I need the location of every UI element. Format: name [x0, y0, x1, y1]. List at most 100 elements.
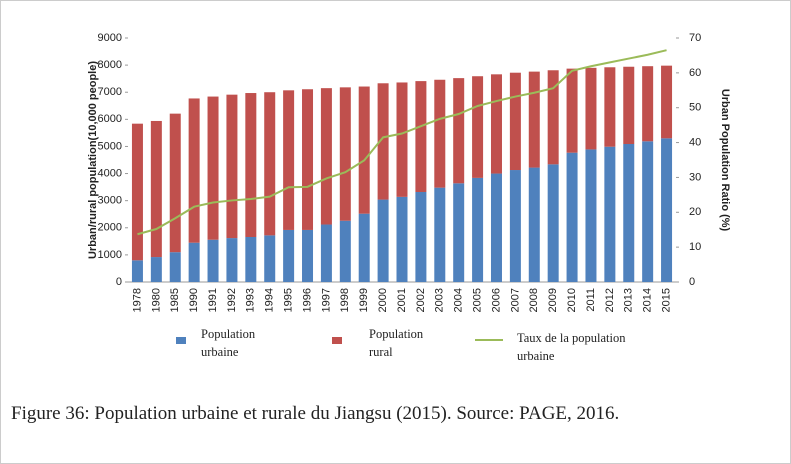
- x-tick-label: 1991: [207, 288, 219, 312]
- y2-tick-label: 50: [689, 102, 701, 114]
- y-tick-label: 1000: [98, 249, 122, 261]
- x-tick-label: 2005: [471, 288, 483, 312]
- x-tick-label: 2012: [604, 288, 616, 312]
- legend-label: Population urbaine: [201, 327, 256, 359]
- bar: [472, 177, 484, 282]
- x-tick-label: 1992: [226, 288, 238, 312]
- x-tick-label: 1990: [188, 288, 200, 312]
- bar: [245, 93, 257, 237]
- bar: [396, 82, 408, 197]
- bar: [207, 239, 219, 282]
- bar: [226, 238, 238, 282]
- bar: [453, 183, 465, 282]
- bar: [358, 86, 370, 214]
- x-tick-label: 2014: [642, 288, 654, 312]
- bar: [604, 146, 616, 282]
- bar: [509, 170, 521, 282]
- bar: [623, 144, 635, 282]
- bar: [415, 191, 427, 282]
- bar: [661, 65, 673, 139]
- y2-axis-title: Urban Population Ratio (%): [719, 89, 731, 232]
- x-tick-label: 1993: [245, 288, 257, 312]
- bar: [528, 71, 540, 168]
- y-axis-title: Urban/rural population(10,000 people): [87, 61, 99, 259]
- caption: Figure 36: Population urbaine et rurale …: [11, 403, 620, 424]
- bar: [245, 236, 257, 282]
- y-tick-label: 3000: [98, 195, 122, 207]
- x-tick-label: 2013: [623, 288, 635, 312]
- y2-tick-label: 20: [689, 206, 701, 218]
- bar: [226, 94, 238, 239]
- bar: [566, 68, 578, 153]
- bar: [283, 90, 295, 230]
- x-tick-label: 2008: [528, 288, 540, 312]
- x-tick-label: 2011: [585, 288, 597, 312]
- bar: [434, 79, 446, 188]
- bar: [472, 76, 484, 178]
- x-tick-label: 2015: [660, 288, 672, 312]
- legend-label: Population rural: [369, 327, 424, 359]
- bar: [642, 66, 654, 142]
- x-tick-label: 1996: [301, 288, 313, 312]
- bar: [415, 81, 427, 192]
- x-tick-label: 2009: [547, 288, 559, 312]
- bar: [320, 88, 332, 225]
- x-tick-label: 2000: [377, 288, 389, 312]
- bar: [131, 123, 143, 261]
- bar: [188, 242, 200, 282]
- x-tick-label: 1997: [320, 288, 332, 312]
- y2-tick-label: 70: [689, 32, 701, 44]
- bar: [188, 98, 200, 243]
- y-tick-label: 7000: [98, 86, 122, 98]
- x-tick-label: 1980: [150, 288, 162, 312]
- x-tick-label: 2010: [566, 288, 578, 312]
- bar: [642, 141, 654, 282]
- x-tick-label: 2002: [415, 288, 427, 312]
- x-tick-label: 2006: [490, 288, 502, 312]
- y2-tick-label: 40: [689, 136, 701, 148]
- y-tick-label: 5000: [98, 140, 122, 152]
- y-tick-label: 0: [116, 276, 122, 288]
- y-tick-label: 2000: [98, 222, 122, 234]
- bar: [585, 149, 597, 282]
- bar: [377, 83, 389, 200]
- bar: [302, 229, 314, 282]
- bar: [547, 164, 559, 282]
- bar: [453, 78, 465, 184]
- bar: [207, 96, 219, 240]
- bar: [358, 213, 370, 282]
- bar: [604, 67, 616, 147]
- y2-tick-label: 60: [689, 67, 701, 79]
- bar: [169, 252, 181, 282]
- bar: [283, 229, 295, 282]
- x-tick-label: 1998: [339, 288, 351, 312]
- bar: [623, 66, 635, 145]
- x-tick-label: 1999: [358, 288, 370, 312]
- y2-tick-label: 10: [689, 241, 701, 253]
- bar: [339, 87, 351, 221]
- y2-tick-label: 30: [689, 171, 701, 183]
- y-tick-label: 4000: [98, 167, 122, 179]
- legend-label: Taux de la population urbaine: [517, 331, 626, 363]
- bar: [528, 167, 540, 282]
- x-tick-label: 2001: [396, 288, 408, 312]
- bar: [490, 74, 502, 174]
- bar: [434, 187, 446, 282]
- bar: [150, 257, 162, 282]
- x-tick-label: 1985: [169, 288, 181, 312]
- bar: [264, 92, 276, 236]
- bar: [566, 152, 578, 282]
- x-tick-label: 1994: [264, 288, 276, 312]
- x-tick-label: 2004: [453, 288, 465, 312]
- bar: [150, 120, 162, 258]
- legend-swatch: [332, 337, 342, 344]
- bar: [396, 196, 408, 282]
- bar: [377, 199, 389, 282]
- bar: [169, 113, 181, 253]
- y-tick-label: 6000: [98, 113, 122, 125]
- x-tick-label: 2007: [509, 288, 521, 312]
- bar: [131, 260, 143, 282]
- chart: Urban/rural population(10,000 people) Ur…: [87, 32, 731, 344]
- bar: [661, 138, 673, 282]
- bar: [585, 67, 597, 150]
